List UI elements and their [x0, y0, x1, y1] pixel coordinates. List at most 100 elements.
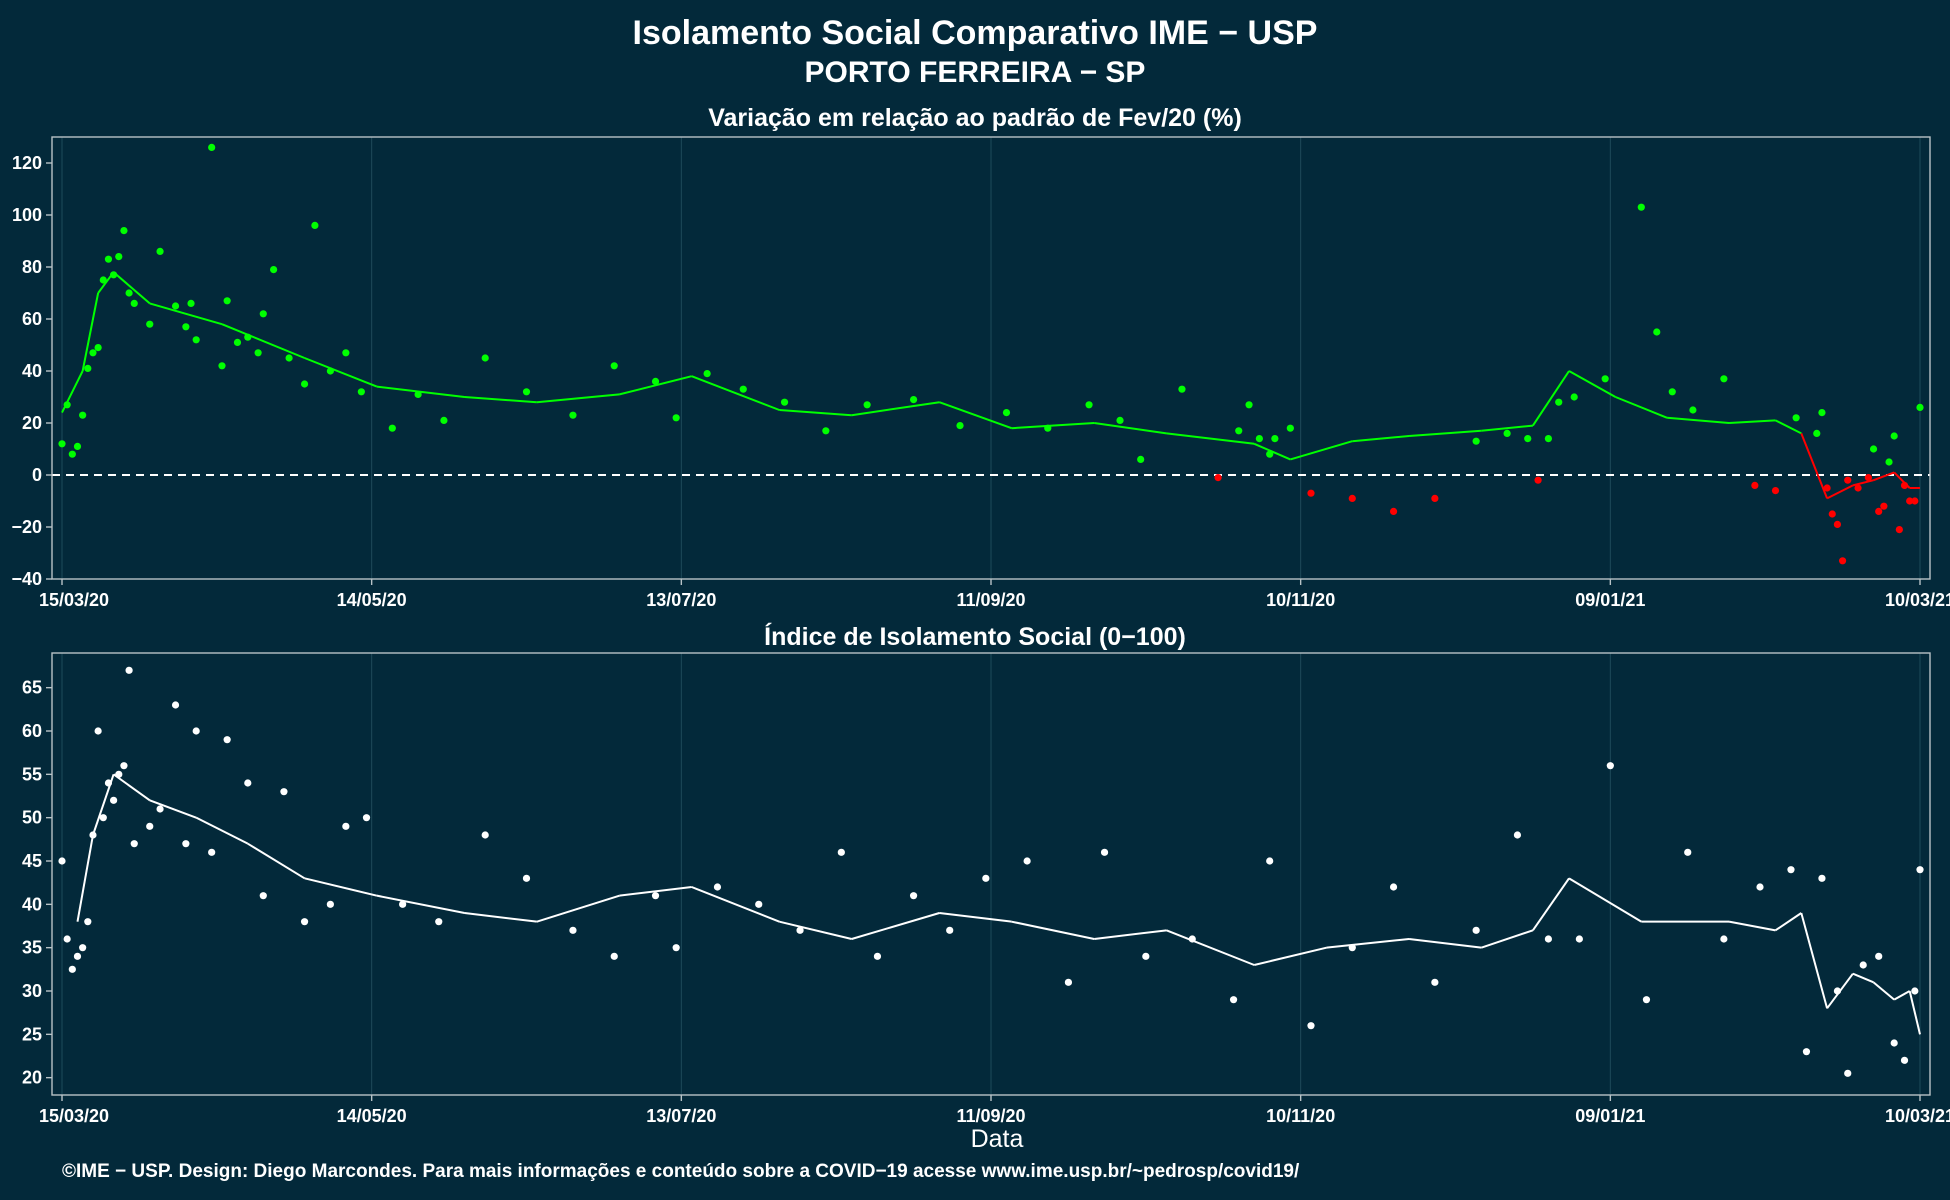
data-point	[342, 349, 350, 357]
data-point	[1266, 450, 1274, 458]
data-point	[1802, 1048, 1811, 1056]
moving-average-segment	[1852, 479, 1874, 487]
data-point	[192, 727, 200, 735]
data-point	[1792, 414, 1800, 422]
data-point	[208, 143, 216, 151]
moving-average-segment	[112, 271, 151, 305]
moving-average-segment	[1893, 990, 1911, 1001]
data-point	[171, 302, 180, 310]
moving-average-segment	[376, 894, 465, 914]
data-point	[435, 918, 443, 926]
moving-average-segment	[61, 370, 84, 414]
data-point	[1544, 935, 1552, 943]
data-point	[63, 935, 71, 943]
data-point	[1266, 857, 1274, 865]
data-point	[1756, 883, 1764, 891]
moving-average-segment	[376, 385, 465, 398]
data-point	[326, 900, 334, 908]
moving-average-segment	[304, 877, 378, 897]
moving-average-segment	[149, 302, 223, 326]
y-tick-label: 100	[12, 205, 42, 225]
data-point	[946, 926, 954, 934]
data-point	[223, 297, 231, 305]
x-tick-label: 10/03/21	[1885, 590, 1950, 610]
moving-average-segment	[1568, 370, 1616, 398]
data-point	[651, 892, 660, 900]
data-point	[342, 822, 350, 830]
y-tick-label: 50	[22, 808, 42, 828]
moving-average-segment	[1873, 471, 1895, 482]
data-point	[440, 416, 448, 424]
data-point	[1875, 952, 1883, 960]
moving-average-segment	[1728, 419, 1776, 424]
data-point	[1472, 437, 1480, 445]
moving-average-segment	[1774, 912, 1802, 932]
data-point	[1389, 883, 1398, 891]
moving-average-segment	[1826, 973, 1854, 1009]
moving-average-segment	[1481, 424, 1534, 432]
x-tick-label: 15/03/20	[39, 1106, 109, 1126]
data-point	[1064, 978, 1073, 986]
y-tick-label: 55	[22, 764, 42, 784]
y-tick-label: 40	[22, 361, 42, 381]
data-point	[68, 965, 76, 973]
moving-average-segment	[1352, 435, 1410, 443]
data-point	[1214, 474, 1222, 482]
data-point	[130, 840, 138, 848]
data-point	[1235, 427, 1243, 435]
y-tick-label: 60	[22, 721, 42, 741]
data-point	[1720, 375, 1728, 383]
panel1-title: Variação em relação ao padrão de Fev/20 …	[708, 104, 1242, 132]
x-tick-label: 13/07/20	[646, 590, 716, 610]
data-point	[146, 822, 154, 830]
data-point	[1875, 507, 1883, 515]
data-point	[1911, 987, 1919, 995]
moving-average-segment	[691, 886, 780, 923]
x-tick-label: 15/03/20	[39, 590, 109, 610]
data-point	[1116, 416, 1124, 424]
data-point	[1689, 406, 1697, 414]
y-tick-label: −40	[11, 569, 42, 589]
data-point	[1864, 474, 1872, 482]
axis-frame	[51, 136, 1931, 580]
data-point	[796, 926, 804, 934]
data-point	[99, 814, 107, 822]
data-point	[1828, 510, 1836, 518]
data-point	[285, 354, 293, 362]
moving-average-segment	[92, 774, 115, 836]
data-point	[104, 255, 113, 263]
data-point	[1771, 487, 1780, 495]
moving-average-segment	[779, 920, 852, 940]
data-point	[357, 388, 365, 396]
data-point	[1890, 432, 1898, 440]
data-point	[125, 666, 133, 674]
moving-average-segment	[1166, 432, 1255, 445]
moving-average-segment	[851, 912, 940, 940]
data-point	[1002, 409, 1011, 417]
moving-average-segment	[76, 834, 94, 922]
data-point	[84, 918, 92, 926]
data-point	[739, 385, 747, 393]
moving-average-segment	[1480, 929, 1534, 949]
data-point	[1642, 996, 1651, 1004]
x-tick-label: 10/03/21	[1885, 1106, 1950, 1126]
data-point	[610, 952, 618, 960]
data-point	[1823, 484, 1831, 492]
moving-average-segment	[247, 842, 306, 880]
data-point	[187, 299, 195, 307]
moving-average-segment	[221, 323, 305, 359]
moving-average-segment	[149, 799, 197, 819]
data-point	[1023, 857, 1031, 865]
data-point	[1544, 435, 1552, 443]
data-point	[1245, 401, 1253, 409]
y-tick-label: 60	[22, 309, 42, 329]
data-point	[270, 266, 278, 274]
x-tick-label: 14/05/20	[337, 1106, 407, 1126]
data-point	[1389, 507, 1398, 515]
caption: ©IME − USP. Design: Diego Marcondes. Par…	[62, 1161, 1300, 1182]
data-point	[522, 874, 531, 882]
data-point	[1524, 435, 1532, 443]
figure-title-line2: PORTO FERREIRA − SP	[805, 56, 1146, 89]
data-point	[254, 349, 262, 357]
moving-average-segment	[619, 886, 692, 897]
